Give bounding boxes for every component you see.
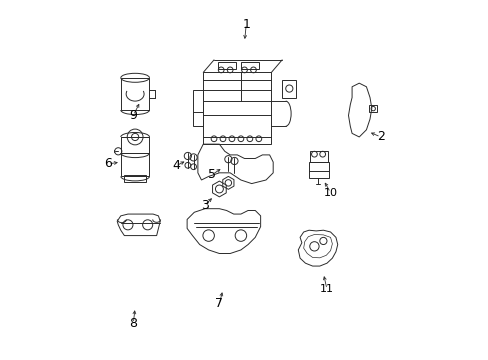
Text: 1: 1	[242, 18, 250, 31]
Text: 7: 7	[215, 297, 223, 310]
Bar	[121, 78, 149, 110]
Bar	[368, 105, 376, 112]
Text: 3: 3	[201, 199, 208, 212]
Bar	[203, 72, 271, 144]
Text: 4: 4	[172, 159, 180, 172]
Bar	[124, 175, 145, 182]
Bar	[282, 80, 296, 98]
Bar	[241, 62, 258, 69]
Text: 9: 9	[129, 109, 137, 122]
Bar	[192, 90, 203, 126]
Bar	[308, 162, 328, 178]
Text: 10: 10	[323, 188, 337, 198]
Bar	[309, 151, 327, 162]
Text: 2: 2	[376, 130, 384, 144]
Text: 11: 11	[319, 284, 333, 294]
Bar	[217, 62, 235, 69]
Bar	[121, 137, 149, 153]
Bar	[121, 153, 149, 176]
Text: 8: 8	[129, 317, 137, 330]
Text: 6: 6	[104, 157, 112, 170]
Text: 5: 5	[208, 168, 216, 181]
